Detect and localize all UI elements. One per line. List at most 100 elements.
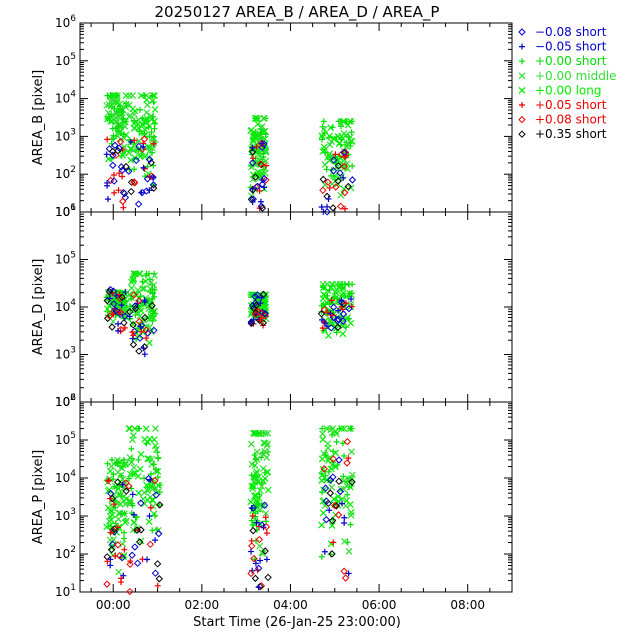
panel-frame (79, 401, 513, 593)
point-plus (345, 570, 352, 577)
point-plus (114, 458, 121, 465)
point-diamond (334, 177, 342, 185)
point-plus (341, 205, 348, 212)
point-cross (143, 109, 151, 116)
point-diamond (257, 309, 265, 317)
y-axis-label: AREA_B [pixel] (31, 70, 46, 166)
point-cross (340, 425, 348, 432)
point-plus (320, 301, 327, 308)
point-diamond (133, 559, 142, 567)
point-diamond (155, 575, 163, 583)
chart-title: 20250127 AREA_B / AREA_D / AREA_P (155, 3, 440, 22)
point-diamond (344, 182, 352, 191)
point-cross (248, 482, 256, 490)
point-diamond (105, 287, 114, 296)
point-cross (347, 184, 355, 192)
point-cross (325, 332, 332, 340)
point-cross (347, 476, 354, 483)
point-diamond (340, 162, 349, 171)
point-cross (137, 92, 145, 100)
point-plus (340, 452, 347, 459)
point-diamond (136, 334, 144, 342)
legend-entry: +0.00 short (519, 54, 607, 68)
point-diamond (117, 325, 125, 334)
point-plus (122, 118, 129, 125)
point-diamond (248, 301, 257, 310)
point-diamond (251, 310, 260, 318)
point-diamond (329, 204, 337, 212)
point-plus (147, 504, 154, 511)
point-plus (343, 300, 350, 307)
point-cross (121, 519, 129, 526)
point-cross (253, 468, 261, 476)
point-cross (103, 102, 111, 109)
point-cross (262, 509, 270, 517)
point-cross (330, 135, 338, 143)
point-plus (339, 440, 346, 447)
point-diamond (255, 535, 264, 544)
point-cross (318, 521, 326, 529)
y-tick-label: 106 (55, 203, 76, 219)
point-diamond (128, 551, 136, 559)
point-plus (319, 489, 326, 496)
point-diamond (334, 511, 343, 519)
point-cross (137, 537, 145, 545)
point-plus (128, 445, 135, 452)
point-diamond (249, 195, 257, 203)
point-cross (134, 286, 142, 294)
point-diamond (324, 499, 333, 508)
point-diamond (129, 340, 138, 349)
point-diamond (151, 569, 160, 577)
legend-entry: +0.05 short (519, 98, 607, 112)
legend-label: +0.35 short (535, 127, 607, 141)
point-diamond (131, 304, 140, 313)
point-diamond (320, 465, 328, 473)
legend-label: −0.08 short (535, 25, 607, 39)
point-plus (148, 129, 155, 136)
point-plus (257, 317, 264, 324)
point-cross (136, 465, 144, 473)
y-axis-label: AREA_D [pixel] (31, 259, 46, 356)
point-diamond (251, 292, 259, 301)
point-cross (125, 425, 133, 432)
point-cross (251, 429, 258, 437)
point-cross (131, 270, 139, 278)
point-plus (340, 473, 347, 480)
point-diamond (261, 310, 270, 318)
y-tick-label: 103 (55, 127, 76, 143)
point-cross (261, 169, 269, 177)
point-cross (148, 486, 156, 493)
point-plus (319, 136, 326, 143)
point-plus (322, 452, 329, 459)
point-cross (343, 160, 351, 168)
point-diamond (326, 489, 335, 497)
point-cross (131, 425, 139, 432)
point-diamond (122, 487, 130, 495)
point-plus (118, 108, 125, 115)
point-plus (144, 163, 151, 170)
point-cross (154, 488, 162, 496)
point-cross (348, 448, 355, 456)
x-tick-label: 06:00 (362, 598, 397, 612)
point-cross (255, 494, 263, 502)
point-plus (249, 567, 256, 574)
point-cross (129, 470, 137, 478)
point-diamond (137, 499, 145, 507)
point-plus (148, 471, 155, 478)
panel-frame (79, 211, 513, 403)
point-cross (333, 289, 341, 297)
point-diamond (115, 144, 123, 152)
point-cross (114, 485, 122, 492)
legend-marker-diamond (518, 115, 526, 124)
point-plus (249, 512, 256, 519)
point-cross (122, 103, 130, 111)
point-plus (119, 173, 126, 180)
point-cross (115, 515, 122, 523)
point-cross (253, 498, 261, 506)
point-plus (252, 560, 259, 567)
point-plus (348, 425, 355, 432)
point-cross (249, 137, 257, 145)
point-cross (252, 429, 260, 437)
